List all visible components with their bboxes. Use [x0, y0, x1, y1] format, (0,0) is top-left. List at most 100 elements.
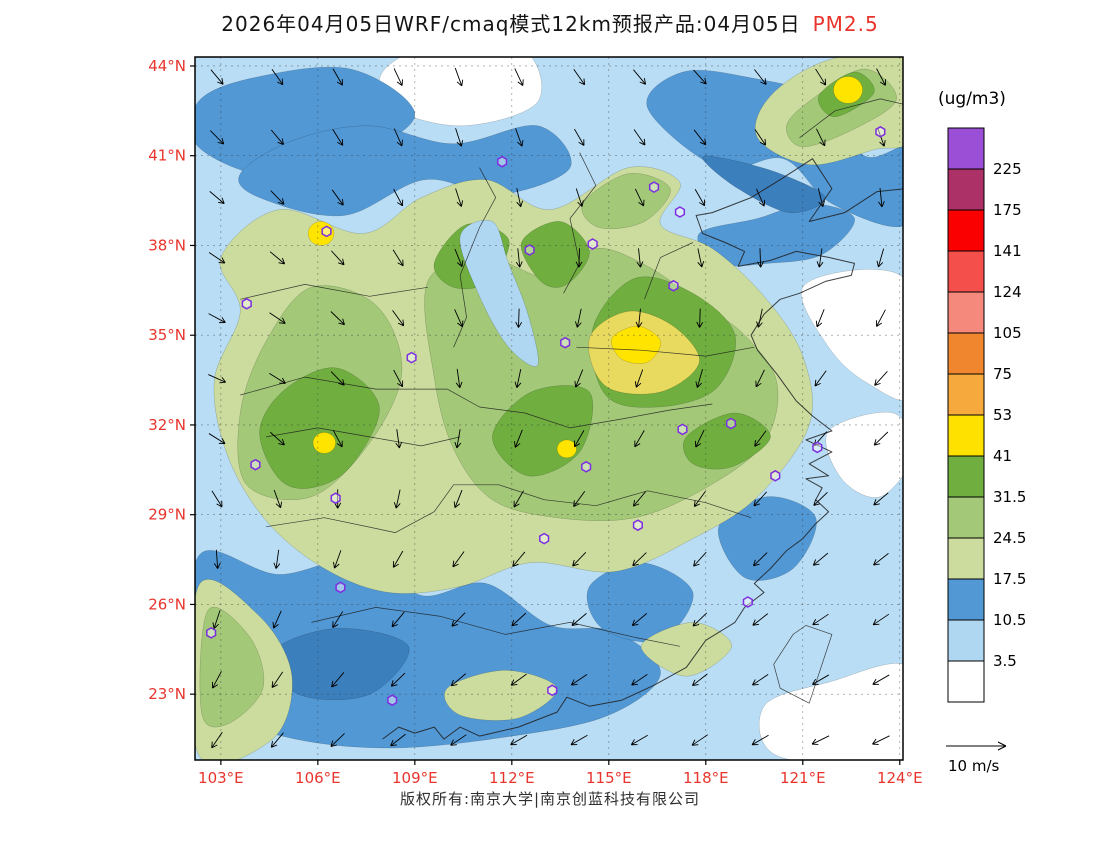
city-marker — [674, 206, 686, 218]
wind-arrow-glyph — [876, 248, 885, 268]
wind-arrow — [452, 551, 465, 568]
wind-arrow — [571, 613, 587, 627]
wind-arrow-glyph — [211, 490, 223, 508]
wind-arrow-glyph — [570, 734, 588, 746]
wind-arrow-glyph — [811, 735, 830, 745]
wind-arrow — [755, 369, 765, 388]
wind-arrow — [693, 69, 707, 85]
wind-scale-legend: 10 m/s — [946, 741, 1007, 775]
wind-arrow-glyph — [395, 429, 403, 449]
wind-arrow-glyph — [393, 128, 403, 147]
boundary-coastline — [382, 158, 903, 740]
lon-tick-label: 112°E — [489, 769, 535, 787]
wind-arrow-glyph — [756, 188, 766, 207]
colorbar-cell — [947, 168, 985, 211]
boundary-border-shandong-west — [644, 242, 694, 300]
wind-arrow — [390, 672, 406, 687]
wind-arrow — [212, 610, 221, 629]
wind-arrow-glyph — [633, 69, 647, 85]
wind-arrow — [692, 612, 708, 627]
city-marker — [677, 423, 688, 436]
wind-arrow — [209, 130, 225, 145]
city-marker — [875, 125, 886, 138]
wind-arrow — [330, 733, 345, 748]
wind-arrow — [213, 549, 221, 569]
wind-arrow-glyph — [331, 189, 344, 206]
colorbar-cell — [947, 250, 985, 293]
wind-arrow — [455, 128, 464, 147]
wind-arrow-glyph — [450, 734, 467, 746]
colorbar: (ug/m3) 225 175 141 124 105 75 53 41 31.5 24.5 17.5… — [938, 89, 1026, 703]
wind-arrow — [212, 671, 222, 689]
wind-arrow — [332, 129, 344, 146]
boundary-border-shanxi-hebei — [563, 152, 597, 294]
wind-arrow — [269, 312, 286, 324]
wind-arrow-glyph — [210, 69, 224, 85]
wind-arrow-glyph — [510, 673, 527, 686]
wind-arrow — [273, 489, 283, 509]
wind-arrow-glyph — [331, 250, 345, 266]
wind-arrow-glyph — [631, 674, 648, 686]
wind-arrow — [635, 308, 643, 328]
wind-arrow-glyph — [757, 248, 764, 268]
wind-arrow — [454, 67, 464, 87]
colorbar-label: 141 — [993, 242, 1022, 260]
colorbar-label: 3.5 — [993, 652, 1017, 670]
city-marker — [581, 460, 592, 473]
wind-arrow — [392, 550, 404, 568]
wind-arrow — [817, 188, 825, 208]
city-marker — [587, 238, 598, 250]
wind-arrow-glyph — [632, 491, 646, 507]
wind-arrow-glyph — [269, 312, 286, 324]
city-marker — [770, 469, 781, 482]
colorbar-label: 105 — [993, 324, 1022, 342]
lat-tick-label: 44°N — [148, 57, 186, 75]
wind-arrow — [390, 733, 406, 747]
wind-arrow — [873, 552, 889, 566]
wind-arrow — [574, 369, 584, 388]
wind-arrow-glyph — [513, 490, 524, 508]
wind-arrow-glyph — [330, 733, 345, 748]
wind-arrow-glyph — [452, 551, 465, 568]
wind-arrow — [753, 491, 767, 507]
wind-arrow-glyph — [575, 308, 582, 328]
wind-arrow-glyph — [811, 674, 830, 685]
wind-arrow — [754, 69, 767, 85]
wind-arrow-glyph — [573, 490, 586, 507]
wind-arrow-glyph — [514, 369, 522, 388]
wind-arrow — [693, 490, 706, 507]
wind-arrow — [634, 369, 644, 388]
wind-arrow — [208, 374, 227, 384]
wind-arrow — [572, 552, 587, 567]
wind-arrow — [575, 188, 584, 207]
wind-arrow-glyph — [511, 612, 527, 627]
wind-arrow-glyph — [753, 491, 767, 507]
wind-arrow — [752, 613, 769, 626]
title-text: 2026年04月05日WRF/cmaq模式12km预报产品:04月05日 — [221, 12, 801, 36]
wind-arrow — [515, 308, 523, 328]
colorbar-cell — [947, 496, 985, 539]
wind-arrow-glyph — [872, 735, 890, 745]
colorbar-cell — [947, 332, 985, 375]
wind-arrow — [512, 551, 526, 567]
wind-arrow-glyph — [455, 368, 463, 389]
wind-arrow-glyph — [332, 611, 344, 628]
wind-arrow-glyph — [634, 369, 644, 388]
lat-tick-label: 26°N — [148, 595, 186, 613]
copyright-text: 版权所有:南京大学|南京创蓝科技有限公司 — [399, 790, 701, 808]
wind-arrow — [631, 674, 648, 686]
wind-arrow-glyph — [270, 431, 285, 446]
region-green-dark-shanxi — [520, 221, 590, 288]
wind-arrow-glyph — [873, 492, 889, 506]
wind-arrow — [395, 429, 403, 449]
wind-arrow-glyph — [209, 191, 225, 205]
wind-arrow-glyph — [635, 308, 643, 328]
wind-arrow-glyph — [633, 129, 646, 146]
wind-arrow-glyph — [272, 610, 282, 629]
city-marker — [725, 417, 737, 430]
colorbar-cell — [947, 414, 985, 457]
wind-arrow-glyph — [393, 489, 401, 509]
map-canvas — [195, 57, 903, 760]
boundary-taiwan — [773, 625, 833, 704]
wind-arrow — [451, 612, 466, 627]
